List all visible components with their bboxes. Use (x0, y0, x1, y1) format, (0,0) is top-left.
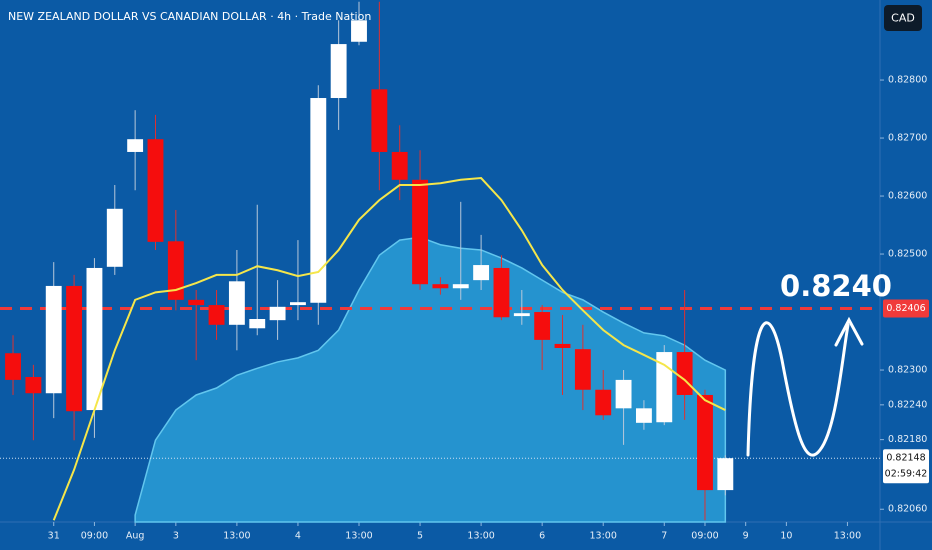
x-tick-label: 13:00 (345, 531, 372, 542)
x-tick-label: 9 (743, 531, 749, 542)
candle-body (534, 312, 551, 340)
candle-body (45, 285, 62, 394)
y-tick-label: 0.82300 (888, 365, 927, 376)
candle-body (513, 313, 530, 317)
x-tick-label: 6 (539, 531, 545, 542)
x-tick-label: 13:00 (467, 531, 494, 542)
candle-body (86, 267, 103, 411)
candle-body (615, 379, 632, 409)
candle-body (473, 265, 490, 281)
x-tick-label: 4 (295, 531, 301, 542)
x-tick-label: 13:00 (834, 531, 861, 542)
last-price-box (883, 449, 929, 484)
last-price-label: 0.82148 (886, 453, 925, 464)
currency-label[interactable]: CAD (891, 12, 915, 25)
candle-body (127, 139, 144, 152)
x-tick-label: 10 (780, 531, 792, 542)
y-tick-label: 0.82500 (888, 249, 927, 260)
candle-body (697, 394, 713, 491)
line-series (52, 177, 726, 521)
price-line-label-box (883, 299, 929, 318)
candle-body (208, 305, 225, 325)
candle-body (574, 349, 591, 390)
candle-body (676, 352, 693, 395)
price-line-label: 0.82406 (886, 303, 925, 314)
x-tick-label: 5 (417, 531, 423, 542)
candle-body (66, 285, 83, 412)
x-tick-label: 13:00 (223, 531, 250, 542)
x-tick-label: 13:00 (590, 531, 617, 542)
y-tick-label: 0.82240 (888, 399, 927, 410)
y-tick-label: 0.82600 (888, 191, 927, 202)
x-tick-label: 31 (48, 531, 60, 542)
candle-body (432, 284, 449, 289)
area (134, 236, 727, 523)
candle-body (25, 377, 42, 394)
candle-body (595, 389, 612, 416)
chart-title: NEW ZEALAND DOLLAR VS CANADIAN DOLLAR · … (8, 10, 371, 23)
candle-body (351, 20, 367, 42)
candle-body (249, 319, 266, 329)
candle-body (554, 343, 571, 348)
annotation: 0.8240 (780, 269, 892, 303)
candle-body (188, 299, 205, 306)
currency-button[interactable] (884, 5, 922, 31)
y-tick-label: 0.82060 (888, 504, 927, 515)
drawn-arrow (746, 316, 864, 457)
candle-body (493, 267, 510, 318)
candle-body (635, 408, 652, 423)
candle-body (167, 241, 184, 300)
y-tick-label: 0.82700 (888, 133, 927, 144)
candle-body (391, 151, 408, 180)
y-tick-label: 0.82800 (888, 75, 927, 86)
candle-body (290, 302, 306, 306)
candle-body (228, 281, 245, 325)
y-tick-label: 0.82180 (888, 434, 927, 445)
candle-body (656, 352, 673, 423)
x-tick-label: 09:00 (691, 531, 718, 542)
x-tick-label: 09:00 (81, 531, 108, 542)
candle-body (269, 306, 286, 321)
candle-body (412, 179, 428, 285)
x-tick-label: Aug (126, 531, 145, 542)
candle-body (330, 44, 347, 99)
countdown-label: 02:59:42 (885, 469, 928, 480)
candle-body (452, 284, 469, 289)
candle-body (717, 458, 734, 491)
candle-body (106, 208, 123, 267)
candle-body (147, 139, 164, 242)
candle-body (310, 98, 327, 303)
x-tick-label: 3 (173, 531, 179, 542)
candle-body (5, 353, 21, 380)
x-tick-label: 7 (661, 531, 667, 542)
candle-body (371, 89, 388, 152)
